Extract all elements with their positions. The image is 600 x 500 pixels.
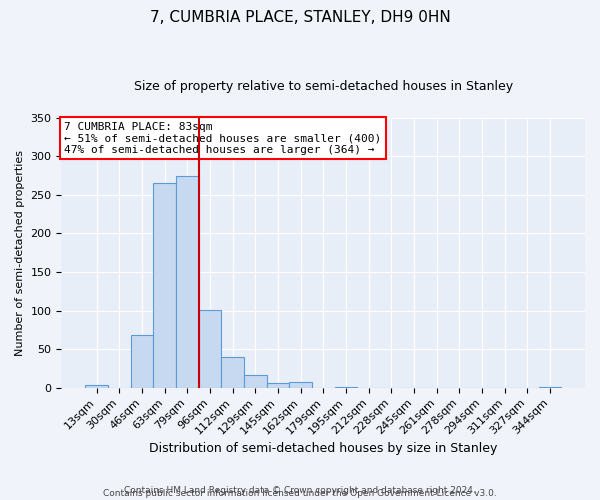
- Bar: [221, 357, 244, 388]
- Bar: [176, 176, 199, 388]
- Y-axis label: Number of semi-detached properties: Number of semi-detached properties: [15, 150, 25, 356]
- Bar: [244, 376, 266, 388]
- X-axis label: Distribution of semi-detached houses by size in Stanley: Distribution of semi-detached houses by …: [149, 442, 497, 455]
- Title: Size of property relative to semi-detached houses in Stanley: Size of property relative to semi-detach…: [134, 80, 513, 93]
- Bar: [199, 310, 221, 388]
- Bar: [266, 383, 289, 388]
- Bar: [539, 387, 561, 388]
- Bar: [335, 387, 357, 388]
- Bar: [131, 334, 153, 388]
- Text: Contains public sector information licensed under the Open Government Licence v3: Contains public sector information licen…: [103, 488, 497, 498]
- Text: 7 CUMBRIA PLACE: 83sqm
← 51% of semi-detached houses are smaller (400)
47% of se: 7 CUMBRIA PLACE: 83sqm ← 51% of semi-det…: [64, 122, 381, 155]
- Bar: [85, 384, 108, 388]
- Text: 7, CUMBRIA PLACE, STANLEY, DH9 0HN: 7, CUMBRIA PLACE, STANLEY, DH9 0HN: [149, 10, 451, 25]
- Bar: [153, 184, 176, 388]
- Bar: [289, 382, 312, 388]
- Text: Contains HM Land Registry data © Crown copyright and database right 2024.: Contains HM Land Registry data © Crown c…: [124, 486, 476, 495]
